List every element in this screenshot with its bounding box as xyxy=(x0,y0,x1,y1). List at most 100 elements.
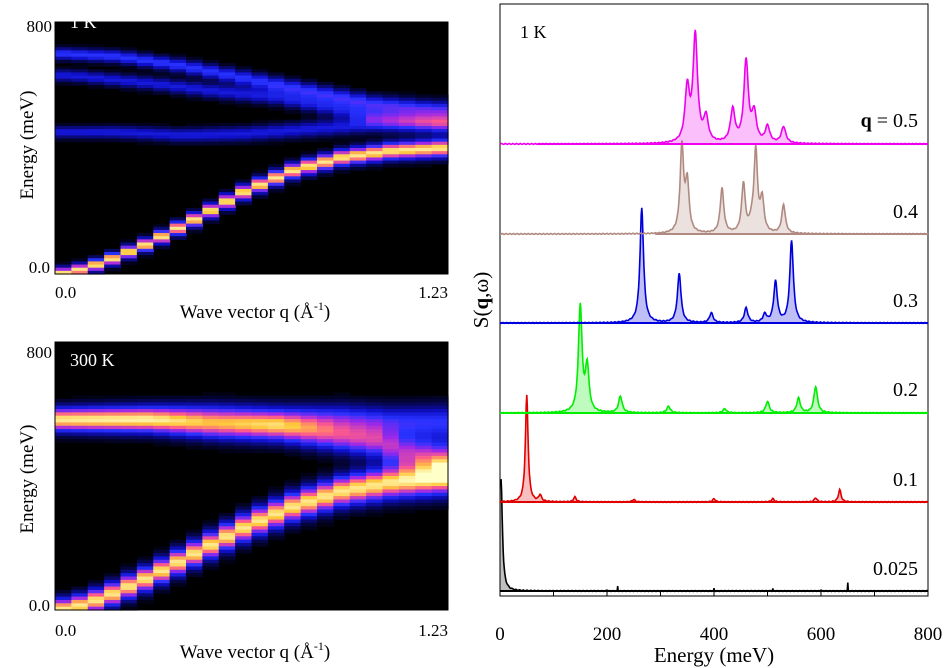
heatmap-cell xyxy=(267,94,285,99)
heatmap-cell xyxy=(284,452,302,457)
heatmap-cell xyxy=(55,129,72,133)
heatmap-cell xyxy=(284,395,302,400)
heatmap-cell xyxy=(202,435,220,440)
heatmap-cell xyxy=(87,78,105,83)
heatmap-cell xyxy=(382,157,400,162)
heatmap-cell xyxy=(415,442,433,447)
heatmap-cell xyxy=(382,429,400,434)
heatmap-cell xyxy=(382,445,400,450)
heatmap-cell xyxy=(366,97,384,102)
heatmap-cell xyxy=(415,499,433,504)
heatmap-cell xyxy=(284,163,302,168)
heatmap-cell xyxy=(104,579,122,584)
heatmap-cell xyxy=(87,122,105,127)
heatmap-cell xyxy=(202,553,220,557)
heatmap-cell xyxy=(55,125,72,130)
heatmap-cell xyxy=(87,270,105,275)
heatmap-cell xyxy=(235,179,253,184)
heatmap-cell xyxy=(136,425,154,430)
heatmap-cell xyxy=(333,154,351,159)
heatmap-cell xyxy=(186,442,203,447)
heatmap-cell xyxy=(153,395,171,400)
heatmap-cell xyxy=(251,69,269,73)
heatmap-cell xyxy=(186,125,203,130)
heatmap-cell xyxy=(300,415,318,420)
heatmap-cell xyxy=(349,107,367,111)
heatmap-cell xyxy=(120,429,138,434)
heatmap-cell xyxy=(169,432,187,437)
heatmap-cell xyxy=(235,539,253,544)
heatmap-cell xyxy=(431,116,449,121)
heatmap-cell xyxy=(398,502,416,507)
heatmap-cell xyxy=(153,75,171,80)
heatmap-cell xyxy=(267,435,285,440)
heatmap-cell xyxy=(71,129,89,133)
heatmap-cell xyxy=(366,132,384,136)
heatmap-cell xyxy=(431,455,449,460)
heatmap-cell xyxy=(317,469,334,474)
heatmap-cell xyxy=(251,516,269,521)
heatmap-cell xyxy=(120,398,138,403)
heatmap-cell xyxy=(267,425,285,430)
spectra-panel-label: 1 K xyxy=(520,22,547,42)
heatmap-cell xyxy=(333,442,351,447)
heatmap-cell xyxy=(55,439,72,444)
heatmap-cell xyxy=(300,522,318,527)
heatmap-cell xyxy=(300,151,318,155)
heatmap-cell xyxy=(202,539,220,544)
heatmap-cell xyxy=(218,412,236,417)
heatmap-cell xyxy=(251,499,269,504)
heatmap-cell xyxy=(431,479,449,484)
heatmap-cell xyxy=(431,452,449,457)
heatmap-cell xyxy=(71,59,89,64)
heatmap-cell xyxy=(415,412,433,417)
heatmap-cell xyxy=(120,258,138,262)
heatmap-cell xyxy=(202,220,220,225)
heatmap-cell xyxy=(235,135,253,140)
heatmap-cell xyxy=(186,223,203,228)
heatmap-cell xyxy=(251,435,269,440)
heatmap-cell xyxy=(71,258,89,262)
heatmap-cell xyxy=(431,435,449,440)
heatmap-cell xyxy=(300,412,318,417)
heatmap-cell xyxy=(235,94,253,99)
heatmap-cell xyxy=(55,432,72,437)
heatmap-cell xyxy=(218,529,236,534)
heatmap-cell xyxy=(415,144,433,149)
heatmap-cell xyxy=(267,81,285,86)
heatmap-cell xyxy=(153,85,171,89)
heatmap-cell xyxy=(251,419,269,423)
heatmap-cell xyxy=(300,166,318,171)
heatmap-cell xyxy=(251,429,269,434)
heatmap-cell xyxy=(267,439,285,444)
heatmap-cell xyxy=(251,522,269,527)
heatmap-cell xyxy=(317,422,334,427)
heatmap-cell xyxy=(300,116,318,121)
heatmap-cell xyxy=(300,452,318,457)
heatmap-cell xyxy=(300,432,318,437)
heatmap-cell xyxy=(120,138,138,143)
heatmap-cell xyxy=(415,409,433,413)
heatmap-cell xyxy=(153,56,171,61)
heatmap-cell xyxy=(300,122,318,127)
heatmap-cell xyxy=(136,88,154,92)
heatmap-cell xyxy=(153,409,171,413)
heatmap-cell xyxy=(136,573,154,578)
heatmap-cell xyxy=(202,132,220,136)
heatmap-cell xyxy=(382,398,400,403)
heatmap-cell xyxy=(169,435,187,440)
heatmap-cell xyxy=(169,412,187,417)
heatmap-cell xyxy=(169,66,187,70)
heatmap-cell xyxy=(87,603,105,608)
heatmap-panel-300k: 300 K 800 0.0 0.0 1.23 Wave vector q (Å-… xyxy=(0,334,470,668)
heatmap-cell xyxy=(153,546,171,551)
heatmap-cell xyxy=(366,469,384,474)
heatmap-cell xyxy=(300,499,318,504)
heatmap-cell xyxy=(153,425,171,430)
heatmap-cell xyxy=(235,543,253,547)
heatmap-cell xyxy=(317,476,334,480)
heatmap-cell xyxy=(251,425,269,430)
heatmap-cell xyxy=(333,472,351,477)
heatmap-cell xyxy=(382,405,400,410)
heatmap-cell xyxy=(169,236,187,240)
